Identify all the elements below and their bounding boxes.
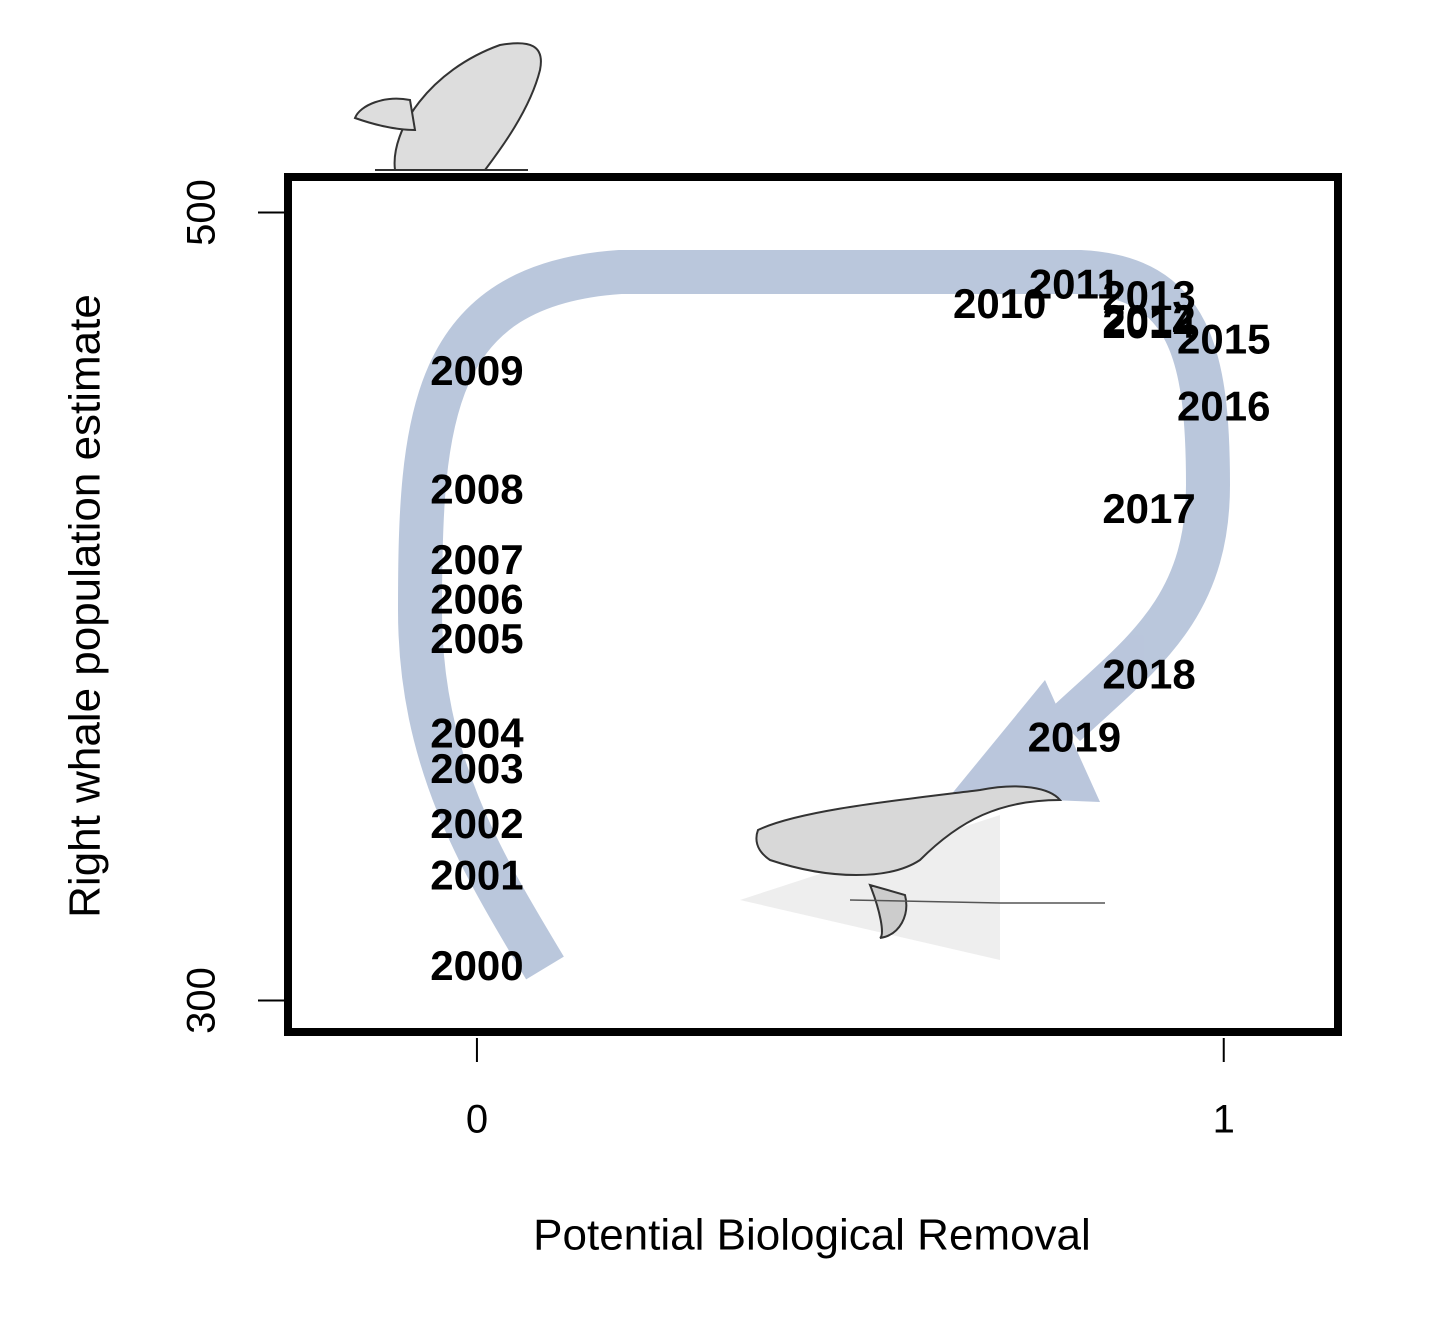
point-label: 2011	[1029, 260, 1120, 307]
point-label: 2017	[1102, 485, 1195, 532]
point-label: 2013	[1102, 272, 1195, 319]
y-tick-label: 500	[180, 179, 224, 246]
whale-illustration-bottom	[740, 785, 1105, 960]
point-label: 2005	[430, 615, 523, 662]
point-label: 2010	[953, 280, 1046, 327]
point-label: 2019	[1028, 714, 1121, 761]
point-label: 2006	[430, 576, 523, 623]
x-axis-label: Potential Biological Removal	[533, 1211, 1091, 1260]
point-label: 2003	[430, 745, 523, 792]
x-tick-label: 0	[466, 1098, 488, 1142]
y-axis-label: Right whale population estimate	[61, 294, 110, 918]
point-label: 2000	[430, 942, 523, 989]
point-label: 2015	[1177, 316, 1270, 363]
cycle-arrow	[397, 250, 1231, 980]
whale-illustration-top	[353, 42, 542, 171]
point-label: 2004	[430, 710, 524, 757]
x-tick-label: 1	[1213, 1098, 1235, 1142]
point-label: 2001	[430, 851, 523, 898]
point-label: 2009	[430, 347, 523, 394]
point-label: 2018	[1102, 650, 1195, 697]
point-label: 2012	[1102, 296, 1195, 343]
plot-frame	[284, 173, 1342, 1036]
point-label: 2008	[430, 465, 523, 512]
point-label: 2016	[1177, 383, 1270, 430]
point-label: 2007	[430, 536, 523, 583]
point-label: 2002	[430, 800, 523, 847]
point-label: 2014	[1102, 300, 1196, 347]
y-tick-label: 300	[180, 967, 224, 1034]
